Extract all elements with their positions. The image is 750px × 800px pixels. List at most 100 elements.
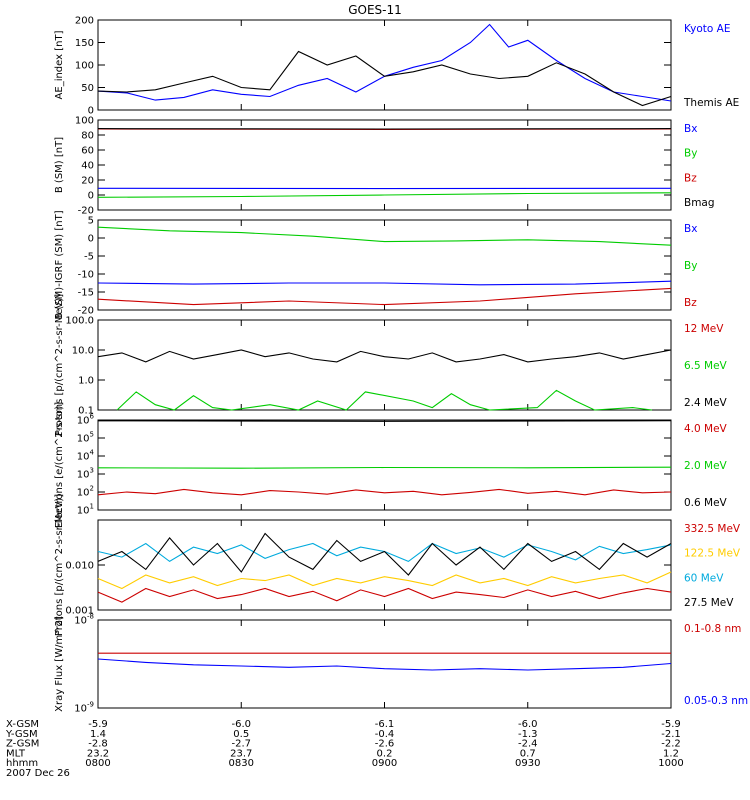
- y-tick-label: 0: [88, 106, 94, 117]
- y-tick-label: -20: [78, 206, 94, 217]
- panel-3: -20 -15 -10 -5 0 5 B (SM)-IGRF (SM) [nT] Bx By Bz: [54, 210, 697, 319]
- legend-entry: By: [684, 260, 697, 272]
- y-tick-label: 103: [77, 467, 94, 481]
- legend-entry: 122.5 MeV: [684, 548, 741, 560]
- panel-7: 10-9 10-8 Xray Flux [W/m^2] 0.1-0.8 nm 0.05-…: [54, 613, 748, 715]
- x-tick-value: -2.7: [231, 739, 251, 750]
- y-tick-label: 102: [77, 485, 94, 499]
- legend-entry: 332.5 MeV: [684, 523, 741, 535]
- legend-entry: 0.1-0.8 nm: [684, 623, 741, 635]
- legend-entry: Bmag: [684, 197, 715, 209]
- x-tick-value: -2.6: [375, 739, 395, 750]
- plot-title: GOES-11: [348, 3, 402, 17]
- y-tick-label: 104: [77, 449, 95, 463]
- legend-entry: 2.0 MeV: [684, 460, 728, 472]
- y-tick-label: 10-8: [74, 613, 94, 627]
- x-tick-value: 0.5: [233, 729, 249, 740]
- x-tick-value: 0900: [372, 758, 397, 769]
- x-tick-value: -5.9: [661, 719, 681, 730]
- y-tick-label: -20: [78, 306, 94, 317]
- y-tick-label: -10: [78, 270, 94, 281]
- x-axis-table: -5.9 -6.0 -6.1 -6.0 -5.91.4 0.5 -0.4 -1.3 -2.1-2…: [5, 719, 684, 779]
- y-axis-label: AE_index [nT]: [54, 30, 65, 99]
- series-line: [97, 287, 672, 306]
- x-tick-value: -6.0: [231, 719, 251, 730]
- series-line: [116, 389, 652, 411]
- x-tick-value: 1.4: [90, 729, 106, 740]
- y-tick-label: 0.010: [65, 561, 94, 572]
- series-line: [97, 420, 672, 422]
- y-tick-label: -15: [78, 288, 94, 299]
- panel-5: 101 102 103 104 105 106 Electrons [e/(cm^2-s-s…: [54, 402, 728, 528]
- legend-entry: 6.5 MeV: [684, 360, 728, 372]
- x-tick-value: 0.2: [377, 748, 393, 759]
- y-axis-label: B (SM)-IGRF (SM) [nT]: [54, 210, 65, 319]
- row-label: hhmm: [6, 758, 38, 769]
- y-tick-label: 105: [77, 431, 94, 445]
- y-tick-label: 100.0: [65, 316, 94, 327]
- y-axis-label: Protons [p/(cm^2-s-sr-MeV)]: [54, 494, 65, 636]
- y-tick-label: 200: [75, 16, 94, 27]
- date-label: 2007 Dec 26: [6, 768, 70, 779]
- series-line: [97, 50, 672, 107]
- series-line: [97, 23, 672, 102]
- y-tick-label: 0: [88, 191, 94, 202]
- panel-frame: [97, 319, 672, 411]
- y-axis-label: Electrons [e/(cm^2-s-sr)]: [54, 402, 65, 528]
- legend-entry: 27.5 MeV: [684, 597, 734, 609]
- series-line: [97, 587, 672, 603]
- y-tick-label: 106: [77, 413, 95, 427]
- series-line: [97, 488, 672, 496]
- x-tick-value: -0.4: [375, 729, 395, 740]
- x-tick-value: -1.3: [518, 729, 538, 740]
- x-tick-value: 23.2: [87, 748, 109, 759]
- legend-entry: Bx: [684, 123, 697, 135]
- legend-entry: Themis AE: [683, 97, 739, 109]
- y-tick-label: 50: [81, 83, 94, 94]
- y-axis-label: Protons [p/(cm^2-s-sr-MeV)]: [54, 294, 65, 436]
- row-label: Y-GSM: [5, 729, 38, 740]
- x-tick-value: -5.9: [88, 719, 108, 730]
- legend-entry: 4.0 MeV: [684, 423, 728, 435]
- legend-entry: By: [684, 148, 697, 160]
- row-label: X-GSM: [6, 719, 39, 730]
- legend-entry: 0.05-0.3 nm: [684, 695, 748, 707]
- y-tick-label: 10-9: [74, 701, 94, 715]
- y-tick-label: 101: [77, 503, 94, 517]
- y-tick-label: 100: [75, 116, 94, 127]
- legend-entry: Bz: [684, 172, 697, 184]
- x-tick-value: 1.2: [663, 748, 679, 759]
- row-label: MLT: [6, 748, 26, 759]
- x-tick-value: -2.4: [518, 739, 538, 750]
- series-line: [97, 280, 672, 286]
- series-line: [97, 532, 672, 576]
- y-tick-label: 1.0: [78, 376, 94, 387]
- legend-entry: Kyoto AE: [684, 23, 730, 35]
- legend-entry: Bx: [684, 223, 697, 235]
- panel-1: 0 50 100 150 200 AE_index [nT] Kyoto AE Themis …: [54, 16, 739, 117]
- y-tick-label: 20: [81, 176, 94, 187]
- legend-entry: 2.4 MeV: [684, 397, 728, 409]
- series-line: [97, 466, 672, 469]
- x-tick-value: 0830: [229, 758, 254, 769]
- panel-2: -20 0 20 40 60 80 100 B (SM) [nT] Bx By Bz Bmag: [54, 116, 715, 217]
- x-tick-labels: -5.9 -6.0 -6.1 -6.0 -5.91.4 0.5 -0.4 -1.3 -2.1-2…: [85, 719, 683, 769]
- series-line: [97, 226, 672, 246]
- x-tick-value: 1000: [658, 758, 683, 769]
- x-tick-value: 23.7: [230, 748, 252, 759]
- y-tick-label: 0.1: [78, 406, 94, 417]
- x-tick-value: 0.7: [520, 748, 536, 759]
- x-tick-value: 0800: [85, 758, 110, 769]
- y-tick-label: 0: [88, 234, 94, 245]
- x-tick-value: 0930: [515, 758, 540, 769]
- y-tick-label: 80: [81, 131, 94, 142]
- y-tick-label: 10.0: [72, 346, 94, 357]
- series-line: [97, 571, 672, 590]
- y-tick-label: 0.001: [65, 606, 94, 617]
- legend-entry: 12 MeV: [684, 323, 724, 335]
- x-tick-value: -2.8: [88, 739, 108, 750]
